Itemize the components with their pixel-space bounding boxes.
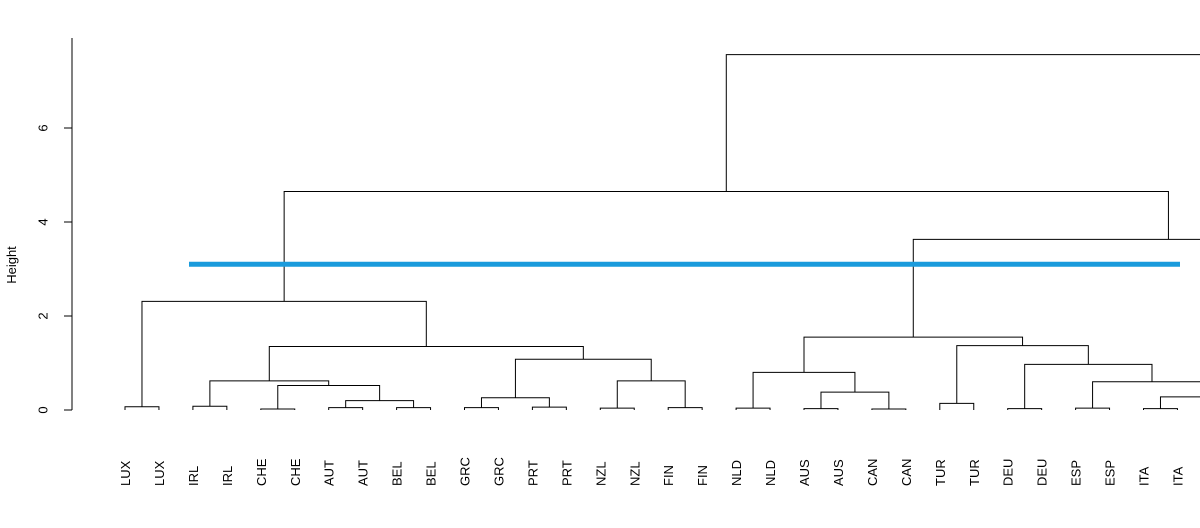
leaf-label: FIN	[695, 465, 710, 486]
y-tick-label: 0	[35, 406, 50, 413]
leaf-label: LUX	[118, 460, 133, 486]
dendrogram-branch	[752, 371, 856, 409]
leaf-label: DEU	[1001, 459, 1016, 486]
leaf-label: DEU	[1035, 459, 1050, 486]
dendrogram-branch	[803, 336, 1024, 373]
dendrogram-branch	[803, 408, 839, 410]
leaf-label: NLD	[729, 460, 744, 486]
dendrogram-branch	[1159, 396, 1200, 409]
dendrogram-branch	[1092, 381, 1200, 409]
leaf-label: PRT	[525, 460, 540, 486]
leaf-label: ITA	[1137, 466, 1152, 486]
dendrogram-branch	[192, 405, 228, 410]
leaf-label: GRC	[458, 457, 473, 486]
leaf-label: AUT	[356, 460, 371, 486]
leaf-label: TUR	[967, 459, 982, 486]
dendrogram-branch	[464, 407, 499, 410]
leaf-label: TUR	[933, 459, 948, 486]
leaf-label: ESP	[1103, 460, 1118, 486]
leaf-label: ITA	[1170, 466, 1185, 486]
dendrogram-branch	[328, 407, 364, 410]
y-axis-label: Height	[4, 246, 19, 284]
y-tick-label: 6	[35, 124, 50, 131]
dendrogram-branch	[616, 380, 686, 409]
leaf-label: NLD	[763, 460, 778, 486]
leaf-label: CHE	[254, 458, 269, 486]
leaf-label: GRC	[491, 457, 506, 486]
dendrogram-branch	[1007, 408, 1043, 410]
dendrogram-branch	[1075, 407, 1111, 410]
leaf-label: CHE	[288, 458, 303, 486]
dendrogram-branch	[124, 406, 160, 410]
y-tick-label: 4	[35, 218, 50, 225]
leaf-label: BEL	[390, 461, 405, 486]
leaf-label: FIN	[661, 465, 676, 486]
y-tick-label: 2	[35, 312, 50, 319]
leaf-label: NZL	[593, 461, 608, 486]
leaf-label: PRT	[559, 460, 574, 486]
dendrogram-branch	[260, 408, 296, 410]
dendrogram-branch	[1024, 363, 1153, 409]
dendrogram-branch	[209, 380, 330, 407]
dendrogram-branch	[1143, 408, 1178, 410]
dendrogram-branch	[820, 391, 890, 410]
dendrogram-branch	[735, 407, 771, 410]
leaf-label: ESP	[1069, 460, 1084, 486]
leaf-label: CAN	[865, 459, 880, 486]
leaf-label: BEL	[424, 461, 439, 486]
dendrogram-branch	[956, 345, 1089, 404]
leaf-label: AUT	[322, 460, 337, 486]
leaf-label: NZL	[627, 461, 642, 486]
leaf-label: LUX	[152, 460, 167, 486]
dendrogram-branch	[939, 402, 975, 410]
dendrogram-branch	[283, 190, 1169, 302]
dendrogram-branch	[912, 238, 1200, 338]
dendrogram-branch	[268, 346, 584, 381]
dendrogram-branch	[396, 407, 432, 410]
dendrogram-branch	[141, 300, 427, 407]
leaf-label: AUS	[831, 459, 846, 486]
dendrogram-branch	[531, 406, 567, 410]
dendrogram-branch	[725, 54, 1200, 192]
dendrogram-branches	[124, 54, 1200, 410]
leaf-labels: LUX LUX IRL IRL CHE CHE AUT AUT BEL BEL GRC GRC PRT P…	[118, 457, 1185, 486]
dendrogram-branch	[599, 407, 635, 410]
leaf-label: IRL	[186, 466, 201, 486]
leaf-label: CAN	[899, 459, 914, 486]
leaf-label: IRL	[220, 466, 235, 486]
dendrogram-branch	[514, 358, 652, 398]
y-axis: 0 2 4 6	[35, 38, 73, 414]
leaf-label: AUS	[797, 459, 812, 486]
dendrogram-branch	[480, 397, 550, 408]
dendrogram-branch	[667, 407, 703, 410]
dendrogram-branch	[277, 385, 381, 410]
dendrogram-branch	[345, 400, 415, 408]
dendrogram-branch	[871, 408, 907, 410]
